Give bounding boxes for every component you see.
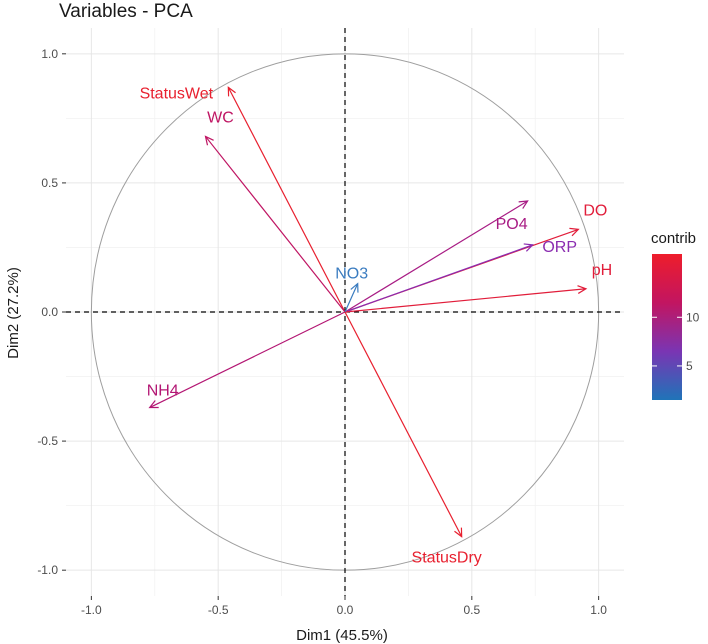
y-tick-label: -0.5 [37,434,58,448]
arrowhead-nh4 [148,400,159,409]
arrowhead-do [569,227,580,237]
arrowhead-orp [523,243,534,252]
legend-tick-label: 10 [686,310,700,324]
arrow-statusdry [344,311,463,537]
label-no3: NO3 [335,266,368,283]
legend: contrib 5 10 [651,230,700,400]
arrow-no3 [344,283,359,313]
variable-arrows [148,86,588,538]
y-tick-label: 0.5 [41,176,58,190]
arrowhead-po4 [518,200,529,209]
arrowhead-wc [204,135,214,146]
legend-tick-label: 5 [686,359,693,373]
x-axis-title: Dim1 (45.5%) [296,627,388,644]
chart-title: Variables - PCA [59,1,193,22]
label-statuswet: StatusWet [140,85,214,102]
y-tick-label: -1.0 [37,563,58,577]
label-po4: PO4 [496,216,528,233]
y-axis-title: Dim2 (27.2%) [5,267,22,359]
label-do: DO [583,202,607,219]
y-tick-label: 0.0 [41,305,58,319]
arrow-orp [344,244,533,313]
arrow-po4 [344,200,528,313]
x-tick-label: 0.0 [337,603,354,617]
y-tick-label: 1.0 [41,47,58,61]
arrowhead-statuswet [227,86,236,97]
arrowhead-ph [577,285,588,294]
arrow-wc [205,136,346,313]
label-statusdry: StatusDry [412,550,482,567]
variable-labels: StatusWet WC PO4 DO ORP pH NO3 NH4 StatusDry [140,85,613,566]
x-tick-label: -0.5 [208,603,229,617]
arrowhead-no3 [350,282,359,293]
label-wc: WC [207,109,234,126]
x-tick-label: 1.0 [590,603,607,617]
arrow-nh4 [149,311,346,409]
label-nh4: NH4 [147,383,179,400]
arrowhead-statusdry [454,527,463,538]
x-tick-label: -1.0 [81,603,102,617]
arrow-ph [344,288,587,313]
arrow-statuswet [227,87,346,313]
label-ph: pH [592,262,612,279]
label-orp: ORP [542,239,577,256]
x-tick-label: 0.5 [463,603,480,617]
legend-title: contrib [651,230,696,247]
legend-ticks: 5 10 [652,310,700,373]
legend-colorbar [652,254,682,400]
axis-ticks: -1.0 -0.5 0.0 0.5 1.0 -1.0 -0.5 0.0 0.5 1.0 [37,47,607,617]
